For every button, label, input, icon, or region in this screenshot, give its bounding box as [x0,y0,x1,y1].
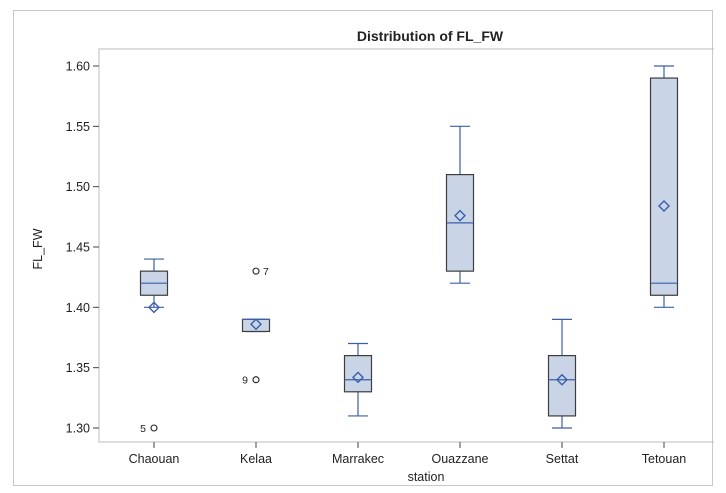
x-axis: Chaouan Kelaa Marrakec Ouazzane Settat Tetoua… [129,442,687,466]
outlier-label: 9 [242,375,248,387]
x-tick-label: Chaouan [129,452,180,466]
box-group-settat [547,318,577,429]
mean-marker [148,301,160,314]
y-tick-label: 1.40 [66,301,90,315]
box-iqr [343,355,373,393]
box-iqr [547,355,577,417]
chart-title: Distribution of FL_FW [357,28,504,44]
mean-marker [352,371,364,384]
plot-area [98,48,725,443]
x-axis-label: station [408,470,445,484]
box-group-chaouan: 5 [139,258,169,435]
y-tick-label: 1.50 [66,180,90,194]
y-tick-label: 1.55 [66,120,90,134]
chart-frame: Distribution of FL_FW station FL_FW 1.30… [13,10,725,486]
outlier-label: 7 [263,266,269,278]
outlier-label: 5 [140,423,146,435]
y-axis-label: FL_FW [31,228,45,269]
box-group-marrakec [343,342,373,417]
y-tick-label: 1.60 [66,60,90,74]
y-tick-label: 1.35 [66,361,90,375]
x-tick-label: Tetouan [642,452,687,466]
outlier-point [150,424,158,432]
x-tick-label: Marrakec [332,452,384,466]
mean-marker [658,199,670,212]
x-tick-label: Ouazzane [432,452,489,466]
mean-marker [454,209,466,222]
box-group-ouazzane [445,125,475,284]
y-tick-label: 1.30 [66,422,90,436]
mean-marker [556,373,568,386]
y-tick-label: 1.45 [66,241,90,255]
box-group-tetouan [649,65,679,308]
x-tick-label: Kelaa [240,452,272,466]
outlier-point [252,376,260,384]
box-group-kelaa: 79 [241,266,271,387]
outlier-point [252,267,260,275]
box-iqr [649,77,679,296]
boxes-layer: 579 [139,65,679,435]
mean-marker [250,318,262,331]
y-axis: 1.30 1.35 1.40 1.45 1.50 1.55 1.60 [66,60,99,436]
x-tick-label: Settat [546,452,579,466]
box-plot-chart: Distribution of FL_FW station FL_FW 1.30… [31,28,725,484]
